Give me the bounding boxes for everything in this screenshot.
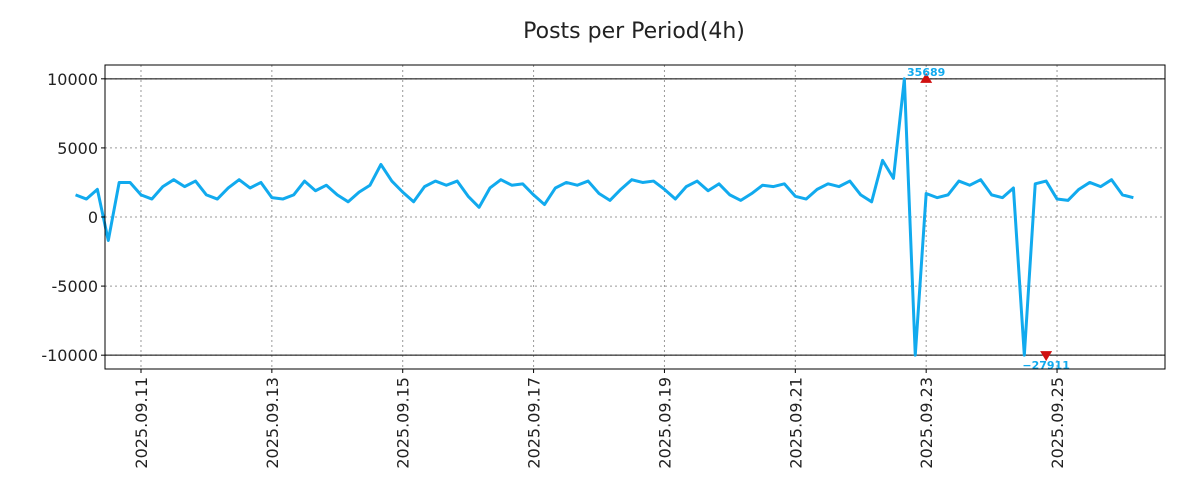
x-tick-label: 2025.09.21 — [786, 377, 805, 469]
x-tick-label: 2025.09.19 — [655, 377, 674, 469]
y-tick-label: 5000 — [57, 139, 98, 158]
max-label: 35689 — [907, 66, 945, 79]
grid-layer — [105, 65, 1165, 369]
y-axis: 10000 5000 0 -5000 -10000 — [41, 70, 105, 365]
min-marker — [1040, 351, 1053, 362]
annotation-layer: 35689 −27911 — [907, 66, 1070, 372]
max-marker — [920, 72, 933, 83]
limit-lines — [105, 78, 1165, 356]
y-tick-label: -10000 — [41, 346, 98, 365]
x-tick-label: 2025.09.17 — [525, 377, 544, 469]
series-line-posts — [75, 77, 1134, 357]
x-tick-label: 2025.09.23 — [917, 377, 936, 469]
x-axis: 2025.09.11 2025.09.13 2025.09.15 2025.09.17… — [132, 369, 1067, 469]
y-tick-label: 10000 — [47, 70, 98, 89]
x-tick-label: 2025.09.25 — [1048, 377, 1067, 469]
chart-title: Posts per Period(4h) — [523, 19, 745, 44]
x-tick-label: 2025.09.13 — [263, 377, 282, 469]
min-label: −27911 — [1022, 359, 1070, 372]
x-tick-label: 2025.09.11 — [132, 377, 151, 469]
series-layer — [75, 77, 1134, 357]
x-tick-label: 2025.09.15 — [394, 377, 413, 469]
y-tick-label: -5000 — [52, 277, 99, 296]
y-tick-label: 0 — [88, 208, 98, 227]
